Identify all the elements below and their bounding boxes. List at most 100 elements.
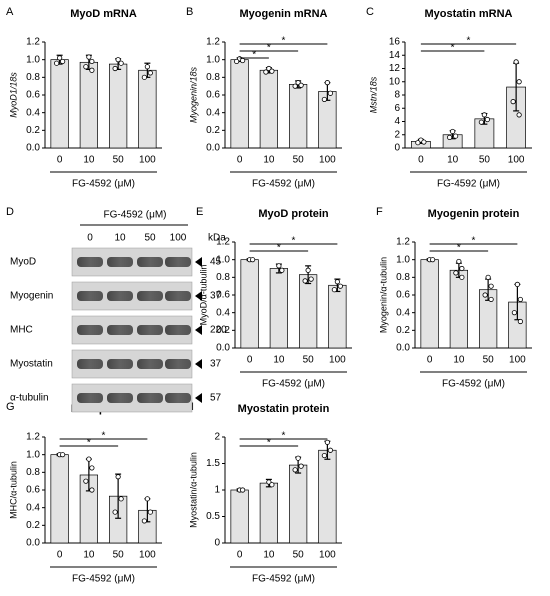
panel-letter: G (6, 401, 15, 413)
y-tick-label: 1.0 (26, 54, 40, 65)
data-point (327, 447, 333, 453)
x-axis-label: FG-4592 (μM) (437, 179, 500, 190)
significance-mark: * (87, 438, 91, 449)
band (165, 257, 191, 267)
x-tick-label: 0 (57, 155, 63, 166)
data-point (450, 128, 456, 135)
data-point (141, 518, 147, 524)
band (77, 393, 103, 403)
band-label: Myogenin (10, 291, 53, 302)
y-axis-label: MyoD1/18s (8, 72, 18, 118)
bar (240, 259, 259, 349)
y-tick-label: 4 (394, 116, 400, 127)
band-kda: 45 (210, 257, 222, 268)
x-axis-label: FG-4592 (μM) (72, 574, 135, 585)
y-tick-label: 0.8 (216, 272, 230, 283)
x-axis-label: FG-4592 (μM) (262, 379, 325, 390)
data-point (240, 487, 246, 493)
y-tick-label: 0.0 (396, 343, 410, 354)
significance-mark: * (267, 438, 271, 449)
y-tick-label: 0.6 (396, 290, 410, 301)
data-point (327, 90, 333, 96)
chart-panel: A MyoD mRNA MyoD1/18s 0.0 0.2 0.4 0.6 0.8 1.0 1.2… (6, 6, 162, 190)
data-point (240, 57, 246, 64)
data-point (57, 55, 63, 61)
blot-panel: D FG-4592 (μM) 0 10 50 100 kDa MyoD 45 Myogenin 37… (6, 206, 227, 413)
bar (259, 482, 278, 544)
x-tick-label: 100 (508, 155, 525, 166)
data-point (516, 112, 522, 118)
data-point (459, 274, 465, 280)
y-tick-label: 0.6 (206, 90, 220, 101)
x-axis-label: FG-4592 (μM) (72, 179, 135, 190)
data-point (514, 281, 520, 288)
y-tick-label: 0.0 (26, 143, 40, 154)
data-point (517, 318, 523, 325)
data-point (321, 452, 327, 459)
band-label: MHC (10, 325, 33, 336)
bar (230, 59, 249, 149)
y-tick-label: 0.2 (206, 125, 220, 136)
data-point (453, 133, 459, 139)
chart-panel: E MyoD protein MyoD/α-tubulin 0.0 0.2 0.4 0.6 0… (196, 206, 352, 390)
band (137, 257, 163, 267)
x-tick-label: 50 (293, 155, 305, 166)
data-point (118, 60, 124, 66)
x-tick-label: 10 (83, 155, 95, 166)
y-axis-label: MHC/α-tubulin (8, 461, 18, 519)
y-tick-label: 0.0 (26, 538, 40, 549)
bar (288, 84, 308, 149)
chart-title: Myogenin protein (428, 208, 520, 220)
y-tick-label: 1.2 (206, 37, 220, 48)
y-tick-label: 0.4 (26, 502, 40, 513)
x-tick-label: 100 (139, 550, 156, 561)
band (165, 359, 191, 369)
band (107, 291, 133, 301)
band (107, 257, 133, 267)
data-point (337, 283, 343, 289)
data-point (478, 119, 484, 125)
data-point (276, 263, 282, 269)
data-point (60, 58, 66, 65)
data-point (453, 270, 459, 276)
x-tick-label: 100 (329, 355, 346, 366)
y-tick-label: 0.0 (206, 143, 220, 154)
x-tick-label: 100 (139, 155, 156, 166)
data-point (89, 465, 95, 471)
data-point (89, 487, 95, 493)
data-point (447, 134, 453, 140)
x-tick-label: 50 (293, 550, 305, 561)
bar (50, 454, 69, 544)
chart-panel: F Myogenin protein Myogenin/α-tubulin 0.0 0.… (376, 206, 532, 390)
y-axis-label: Myogenin/α-tubulin (378, 257, 388, 333)
data-point (250, 257, 256, 263)
band (77, 325, 103, 335)
data-point (511, 310, 517, 316)
x-tick-label: 10 (447, 155, 459, 166)
panel-letter: C (366, 6, 374, 18)
y-tick-label: 1.2 (216, 237, 230, 248)
x-tick-label: 0 (427, 355, 433, 366)
band-arrow (195, 359, 202, 369)
dose-label: 50 (144, 233, 156, 244)
y-tick-label: 0.8 (206, 72, 220, 83)
band (107, 359, 133, 369)
y-tick-label: 1.2 (26, 37, 40, 48)
bar (269, 268, 288, 349)
band-arrow (195, 325, 202, 335)
y-axis-label: Myostatin/α-tubulin (188, 452, 198, 528)
bar (79, 61, 98, 149)
data-point (115, 57, 121, 63)
x-tick-label: 50 (479, 155, 491, 166)
y-tick-label: 0.2 (396, 325, 410, 336)
y-tick-label: 1.0 (396, 254, 410, 265)
band (77, 257, 103, 267)
y-tick-label: 1.0 (206, 54, 220, 65)
x-tick-label: 0 (237, 155, 243, 166)
band-kda: 220 (210, 325, 227, 336)
band-arrow (195, 257, 202, 267)
y-tick-label: 6 (394, 103, 400, 114)
chart-title: MyoD protein (258, 208, 329, 220)
data-point (488, 283, 494, 289)
x-tick-label: 0 (418, 155, 424, 166)
